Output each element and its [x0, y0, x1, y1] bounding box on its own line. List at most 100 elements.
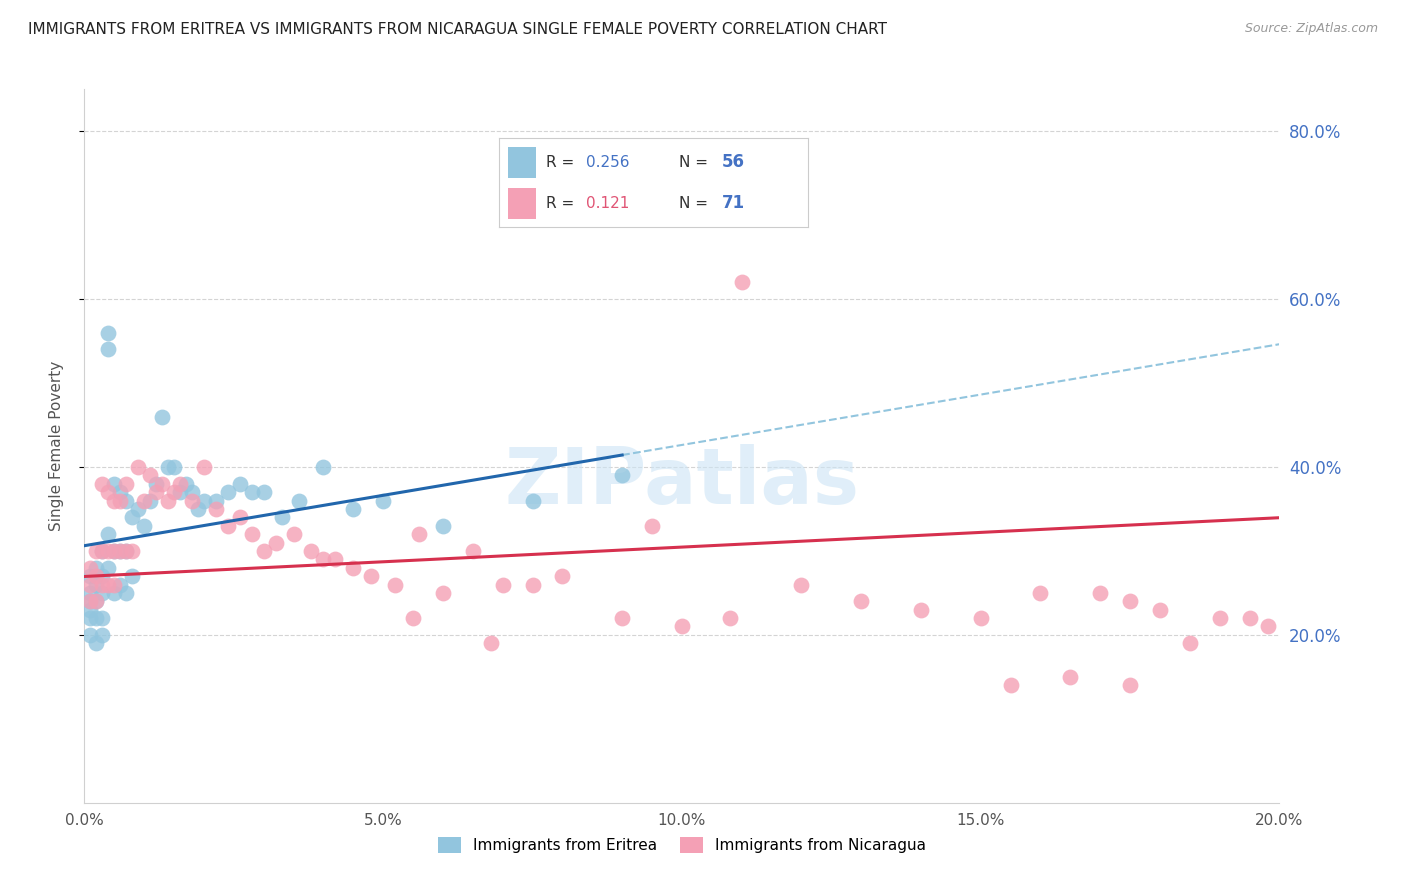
Point	[145, 476, 167, 491]
Point	[127, 460, 149, 475]
Text: ZIPatlas: ZIPatlas	[505, 443, 859, 520]
Point	[132, 518, 156, 533]
Point	[91, 611, 114, 625]
Point	[79, 594, 101, 608]
Point	[115, 476, 138, 491]
Point	[86, 594, 108, 608]
Point	[157, 493, 180, 508]
Point	[86, 569, 108, 583]
Text: N =: N =	[679, 196, 713, 211]
Text: R =: R =	[546, 155, 579, 169]
Point	[121, 569, 143, 583]
Point	[193, 493, 215, 508]
Text: R =: R =	[546, 196, 579, 211]
Bar	[509, 147, 536, 178]
Point	[312, 552, 335, 566]
Point	[910, 603, 932, 617]
Point	[205, 493, 228, 508]
Point	[731, 275, 754, 289]
Point	[121, 544, 143, 558]
Point	[312, 460, 335, 475]
Point	[432, 586, 454, 600]
Point	[253, 544, 276, 558]
Text: 71: 71	[721, 194, 745, 212]
Point	[360, 569, 382, 583]
Point	[115, 586, 138, 600]
Point	[86, 544, 108, 558]
Point	[91, 569, 114, 583]
Text: Source: ZipAtlas.com: Source: ZipAtlas.com	[1244, 22, 1378, 36]
Point	[103, 577, 125, 591]
Point	[432, 518, 454, 533]
Point	[264, 535, 287, 549]
Point	[1178, 636, 1201, 650]
Point	[110, 577, 132, 591]
Point	[127, 502, 149, 516]
Point	[163, 485, 186, 500]
Legend: Immigrants from Eritrea, Immigrants from Nicaragua: Immigrants from Eritrea, Immigrants from…	[432, 831, 932, 859]
Point	[86, 560, 108, 574]
Point	[522, 493, 544, 508]
Point	[342, 502, 364, 516]
Point	[145, 485, 167, 500]
Point	[270, 510, 292, 524]
Point	[97, 577, 120, 591]
Point	[181, 493, 204, 508]
Point	[228, 510, 252, 524]
Point	[97, 343, 120, 357]
Point	[373, 493, 395, 508]
Point	[157, 460, 180, 475]
Point	[479, 636, 502, 650]
Point	[174, 476, 197, 491]
Point	[240, 527, 263, 541]
Point	[217, 485, 239, 500]
Point	[671, 619, 693, 633]
Point	[1119, 678, 1142, 692]
Point	[461, 544, 484, 558]
Point	[91, 476, 114, 491]
Point	[97, 527, 120, 541]
Point	[1257, 619, 1279, 633]
Point	[103, 544, 125, 558]
Point	[79, 560, 101, 574]
Point	[115, 544, 138, 558]
Point	[193, 460, 215, 475]
Point	[1239, 611, 1261, 625]
Point	[97, 544, 120, 558]
Point	[1090, 586, 1112, 600]
Point	[79, 569, 101, 583]
Point	[612, 468, 634, 483]
Point	[79, 586, 101, 600]
Point	[110, 544, 132, 558]
Point	[79, 603, 101, 617]
Point	[492, 577, 515, 591]
Point	[551, 569, 574, 583]
Text: 56: 56	[721, 153, 745, 171]
Point	[79, 628, 101, 642]
Point	[402, 611, 425, 625]
Point	[115, 544, 138, 558]
Point	[139, 468, 162, 483]
Point	[641, 518, 664, 533]
Point	[288, 493, 311, 508]
Point	[91, 577, 114, 591]
Point	[1149, 603, 1171, 617]
Point	[110, 493, 132, 508]
Point	[79, 594, 101, 608]
Point	[91, 586, 114, 600]
Point	[283, 527, 305, 541]
Point	[110, 544, 132, 558]
Point	[97, 326, 120, 340]
Point	[103, 544, 125, 558]
Point	[187, 502, 209, 516]
Point	[612, 611, 634, 625]
Point	[1209, 611, 1232, 625]
Point	[79, 577, 101, 591]
Point	[115, 493, 138, 508]
Point	[718, 611, 741, 625]
Text: IMMIGRANTS FROM ERITREA VS IMMIGRANTS FROM NICARAGUA SINGLE FEMALE POVERTY CORRE: IMMIGRANTS FROM ERITREA VS IMMIGRANTS FR…	[28, 22, 887, 37]
Point	[522, 577, 544, 591]
Point	[150, 409, 173, 424]
Point	[103, 586, 125, 600]
Point	[97, 485, 120, 500]
